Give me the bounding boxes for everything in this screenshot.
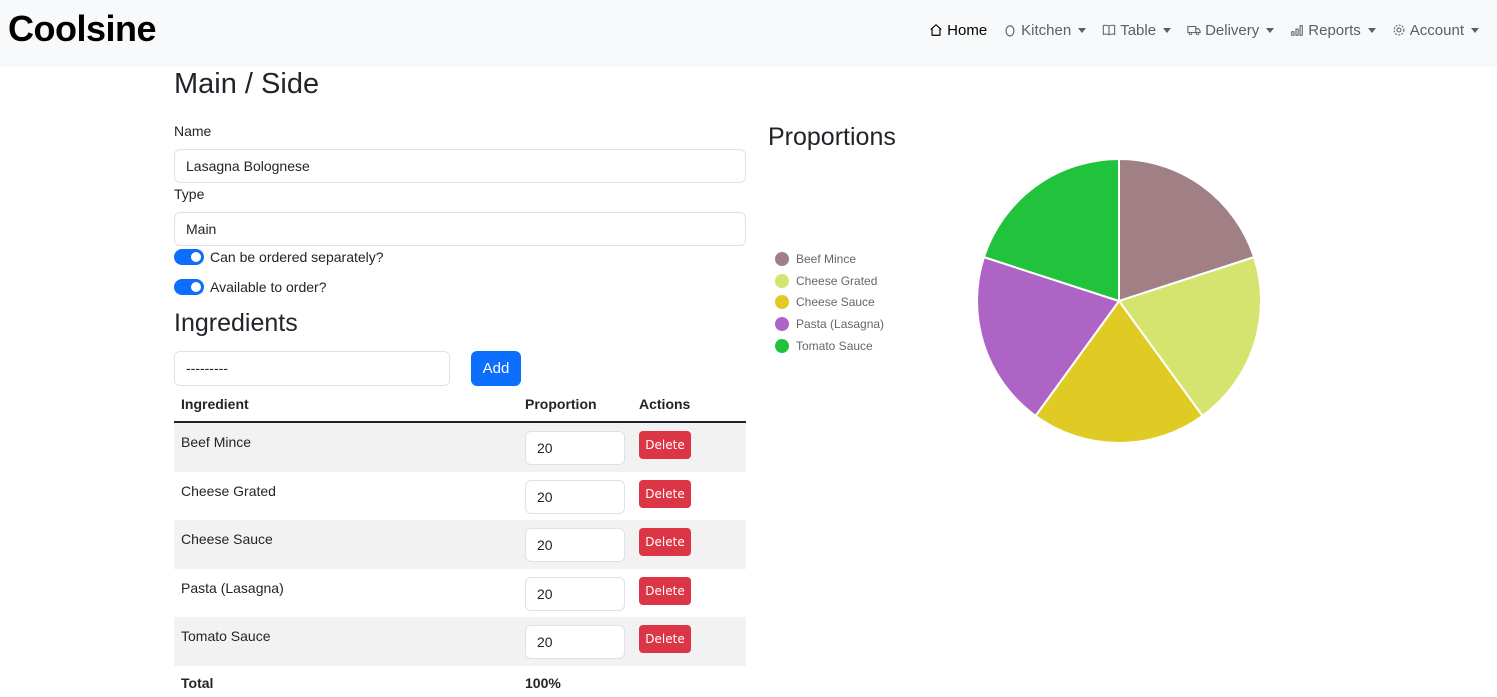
nav-home-label: Home <box>947 21 988 39</box>
navbar: Coolsine Home Kitchen Table Delivery Rep… <box>0 0 1497 67</box>
table-row: Cheese Sauce 20 Delete <box>174 520 746 569</box>
delete-button[interactable]: Delete <box>639 625 691 653</box>
delete-button[interactable]: Delete <box>639 528 691 556</box>
proportion-input[interactable]: 20 <box>525 431 625 465</box>
total-value: 100% <box>525 674 561 691</box>
nav-table-label: Table <box>1120 21 1157 39</box>
proportion-input[interactable]: 20 <box>525 576 625 611</box>
nav-delivery-label: Delivery <box>1205 21 1260 39</box>
ingredient-name: Beef Mince <box>181 434 252 450</box>
header-ingredient: Ingredient <box>181 396 249 412</box>
ingredients-table: Ingredient Proportion Actions Beef Mince… <box>174 387 746 696</box>
legend-item[interactable]: Pasta (Lasagna) <box>775 313 884 335</box>
add-button[interactable]: Add <box>471 351 521 386</box>
nav-delivery[interactable]: Delivery <box>1179 18 1282 42</box>
legend-swatch <box>775 273 789 288</box>
ingredient-name: Cheese Grated <box>181 482 276 499</box>
total-label: Total <box>181 674 214 691</box>
available-label: Available to order? <box>210 279 327 295</box>
ingredients-title: Ingredients <box>174 309 298 337</box>
separate-order-row: Can be ordered separately? <box>174 249 384 265</box>
legend-item[interactable]: Cheese Sauce <box>775 291 884 313</box>
pie-slice[interactable] <box>976 255 1121 418</box>
nav-account-label: Account <box>1409 21 1464 39</box>
legend-item[interactable]: Cheese Grated <box>775 270 884 292</box>
nav-menu: Home Kitchen Table Delivery Reports Acco… <box>921 18 1487 42</box>
table-header: Ingredient Proportion Actions <box>174 387 746 423</box>
legend-swatch <box>775 295 789 310</box>
legend-label: Tomato Sauce <box>796 338 873 353</box>
legend-swatch <box>775 316 789 331</box>
nav-reports[interactable]: Reports <box>1282 18 1384 42</box>
nav-kitchen[interactable]: Kitchen <box>995 18 1094 42</box>
ingredient-name: Cheese Sauce <box>181 531 273 547</box>
brand-logo[interactable]: Coolsine <box>8 8 157 49</box>
truck-icon <box>1187 25 1201 36</box>
legend-swatch <box>775 338 789 353</box>
table-row: Cheese Grated 20 Delete <box>174 472 746 521</box>
available-toggle[interactable] <box>174 279 204 295</box>
pie-slice[interactable] <box>1117 255 1262 418</box>
name-field[interactable]: Lasagna Bolognese <box>174 149 746 183</box>
book-icon <box>1103 24 1116 36</box>
chart-legend: Beef Mince Cheese Grated Cheese Sauce Pasta… <box>775 248 884 356</box>
delete-button[interactable]: Delete <box>639 479 691 508</box>
chevron-down-icon <box>1471 27 1479 33</box>
nav-reports-label: Reports <box>1308 21 1361 39</box>
header-proportion: Proportion <box>525 396 597 412</box>
legend-label: Cheese Sauce <box>796 295 875 310</box>
type-label: Type <box>174 186 205 202</box>
legend-label: Beef Mince <box>796 251 857 266</box>
ingredient-select[interactable]: --------- <box>174 351 450 386</box>
table-row: Pasta (Lasagna) 20 Delete <box>174 569 746 618</box>
type-field[interactable]: Main <box>174 212 746 246</box>
total-row: Total 100% <box>174 666 746 696</box>
separate-order-label: Can be ordered separately? <box>210 249 384 265</box>
chevron-down-icon <box>1367 27 1376 33</box>
nav-table[interactable]: Table <box>1094 18 1179 42</box>
legend-swatch <box>775 251 789 266</box>
legend-item[interactable]: Beef Mince <box>775 248 884 270</box>
proportion-input[interactable]: 20 <box>525 625 625 659</box>
available-row: Available to order? <box>174 279 326 295</box>
proportion-input[interactable]: 20 <box>525 528 625 562</box>
legend-label: Cheese Grated <box>796 273 878 288</box>
chevron-down-icon <box>1078 27 1087 33</box>
bar-chart-icon <box>1291 25 1304 36</box>
pie-slice[interactable] <box>1034 299 1204 444</box>
gear-icon <box>1393 24 1405 36</box>
header-actions: Actions <box>639 396 691 412</box>
ingredient-name: Pasta (Lasagna) <box>181 579 284 596</box>
legend-label: Pasta (Lasagna) <box>796 316 885 331</box>
pie-chart <box>976 157 1262 444</box>
delete-button[interactable]: Delete <box>639 431 691 459</box>
separate-order-toggle[interactable] <box>174 249 204 265</box>
proportion-input[interactable]: 20 <box>525 479 625 514</box>
pie-slice[interactable] <box>982 157 1120 303</box>
home-icon <box>930 23 942 36</box>
pie-slice[interactable] <box>1118 157 1256 303</box>
legend-item[interactable]: Tomato Sauce <box>775 335 884 357</box>
name-label: Name <box>174 123 212 139</box>
egg-icon <box>1005 25 1015 37</box>
nav-account[interactable]: Account <box>1384 18 1487 42</box>
chevron-down-icon <box>1266 27 1275 33</box>
nav-kitchen-label: Kitchen <box>1021 21 1072 39</box>
page-title: Main / Side <box>174 68 320 100</box>
table-row: Beef Mince 20 Delete <box>174 423 746 472</box>
table-row: Tomato Sauce 20 Delete <box>174 617 746 666</box>
chart-title: Proportions <box>768 123 896 151</box>
chevron-down-icon <box>1163 27 1172 33</box>
nav-home[interactable]: Home <box>921 18 995 42</box>
ingredient-name: Tomato Sauce <box>181 628 271 644</box>
delete-button[interactable]: Delete <box>639 576 691 605</box>
